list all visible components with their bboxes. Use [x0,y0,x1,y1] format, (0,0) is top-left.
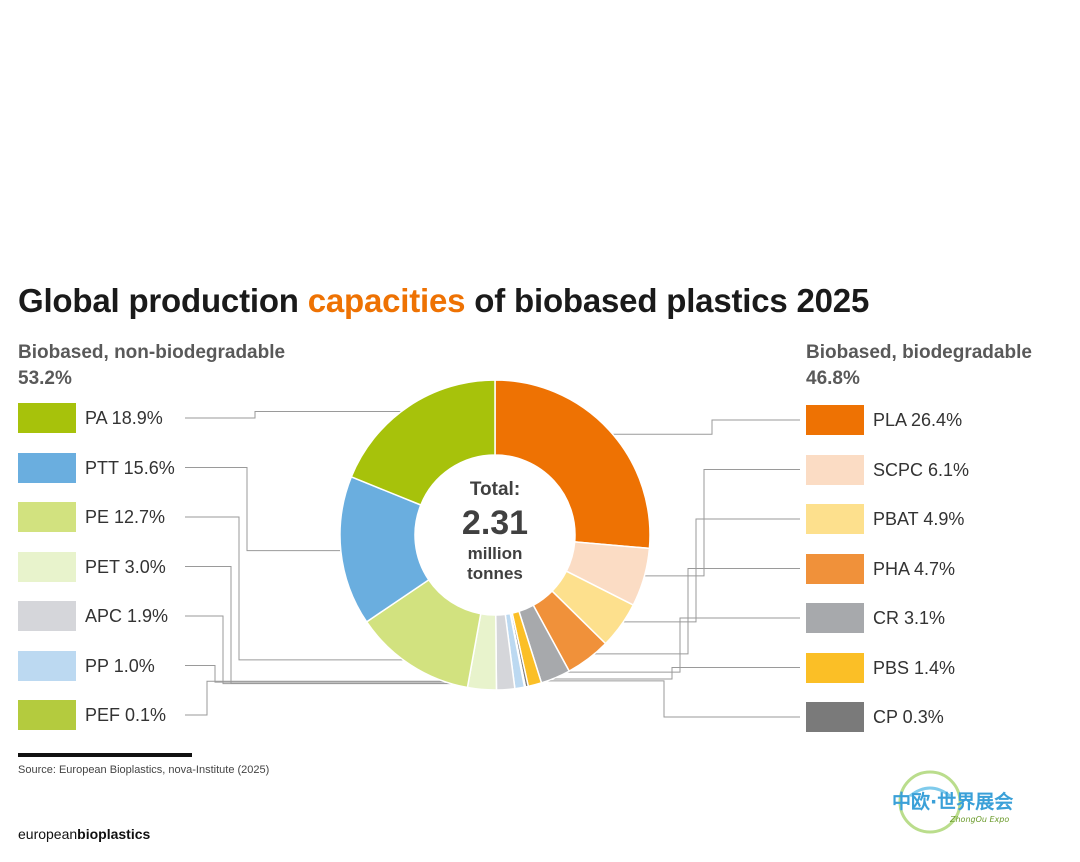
group-share: 53.2% [18,368,72,389]
legend-swatch-ptt [18,452,76,483]
legend-swatch-pa [18,403,76,433]
legend-swatch-scpc [806,454,864,485]
globe-icon [898,770,962,834]
title-part-1: Global production [18,282,308,319]
connector-scpc [638,469,800,577]
legend-swatch-pha [806,553,864,584]
legend-swatch-pla [806,405,864,435]
group-heading-biodegradable: Biobased, biodegradable 46.8% [806,340,1032,392]
legend-label-apc: APC 1.9% [85,606,169,626]
legend-swatch-pe [18,502,76,532]
legend-label-pet: PET 3.0% [85,556,166,577]
legend-label-pha: PHA 4.7% [873,558,956,579]
connector-ptt [185,467,347,552]
connector-cr [553,617,800,673]
legend-swatch-cr [806,603,864,633]
watermark-subtext: ZhongOu Expo [949,815,1009,824]
legend-label-pa: PA 18.9% [85,408,163,428]
connector-pa [185,410,412,419]
group-share: 46.8% [806,368,860,389]
connector-lines [185,410,800,718]
watermark-text: 中欧·世界展会 [892,790,1013,813]
legend-label-ptt: PTT 15.6% [85,457,175,478]
legend-label-pla: PLA 26.4% [873,410,963,430]
legend-swatch-apc [18,601,76,631]
connector-pe [185,516,414,661]
connector-cp [525,680,800,718]
connector-pla [604,419,800,435]
legend-label-cp: CP 0.3% [873,707,944,727]
brand-logo: europeanbioplastics [18,826,150,842]
legend-swatch-pbat [806,504,864,534]
total-label: Total: [469,479,521,500]
legend-label-pe: PE 12.7% [85,507,166,527]
legend-label-pp: PP 1.0% [85,655,155,676]
total-value: 2.31 [461,504,529,542]
title-part-2: of biobased plastics 2025 [465,282,870,319]
legend-label-scpc: SCPC 6.1% [873,459,970,480]
connector-pp [185,665,519,683]
group-name: Biobased, non-biodegradable [18,342,286,363]
center-total: Total: 2.31 million tonnes [415,478,575,584]
title-accent: capacities [307,282,466,319]
connector-pbs [533,667,800,680]
slice-pla [494,379,651,550]
legend-swatch-pbs [806,652,864,683]
legend-label-pbat: PBAT 4.9% [873,509,965,529]
brand-bold: bioplastics [77,826,151,842]
connector-pbat [616,518,800,623]
connector-pha [584,568,800,655]
source-note: Source: European Bioplastics, nova-Insti… [18,764,270,776]
legend-swatch-pp [18,650,76,681]
group-name: Biobased, biodegradable [806,342,1032,363]
slice-pa [350,379,496,506]
footer-rule [18,753,192,757]
connector-pef [185,680,524,716]
legend-label-pbs: PBS 1.4% [873,657,956,678]
globe-arc-icon [909,786,951,798]
legend-swatch-pef [18,700,76,730]
legend-swatch-pet [18,551,76,582]
brand-regular: european [18,826,78,842]
connector-pet [185,566,483,684]
legend-label-cr: CR 3.1% [873,608,946,628]
total-unit-line1: million [467,544,523,563]
total-unit-line2: tonnes [467,564,523,583]
legend-swatch-cp [806,702,864,732]
legend-label-pef: PEF 0.1% [85,705,167,725]
group-heading-non-biodegradable: Biobased, non-biodegradable 53.2% [18,340,285,392]
chart-title: Global production capacities of biobased… [18,282,869,320]
watermark-logo: 中欧·世界展会 ZhongOu Expo [892,770,1013,834]
donut-slices [339,379,651,691]
